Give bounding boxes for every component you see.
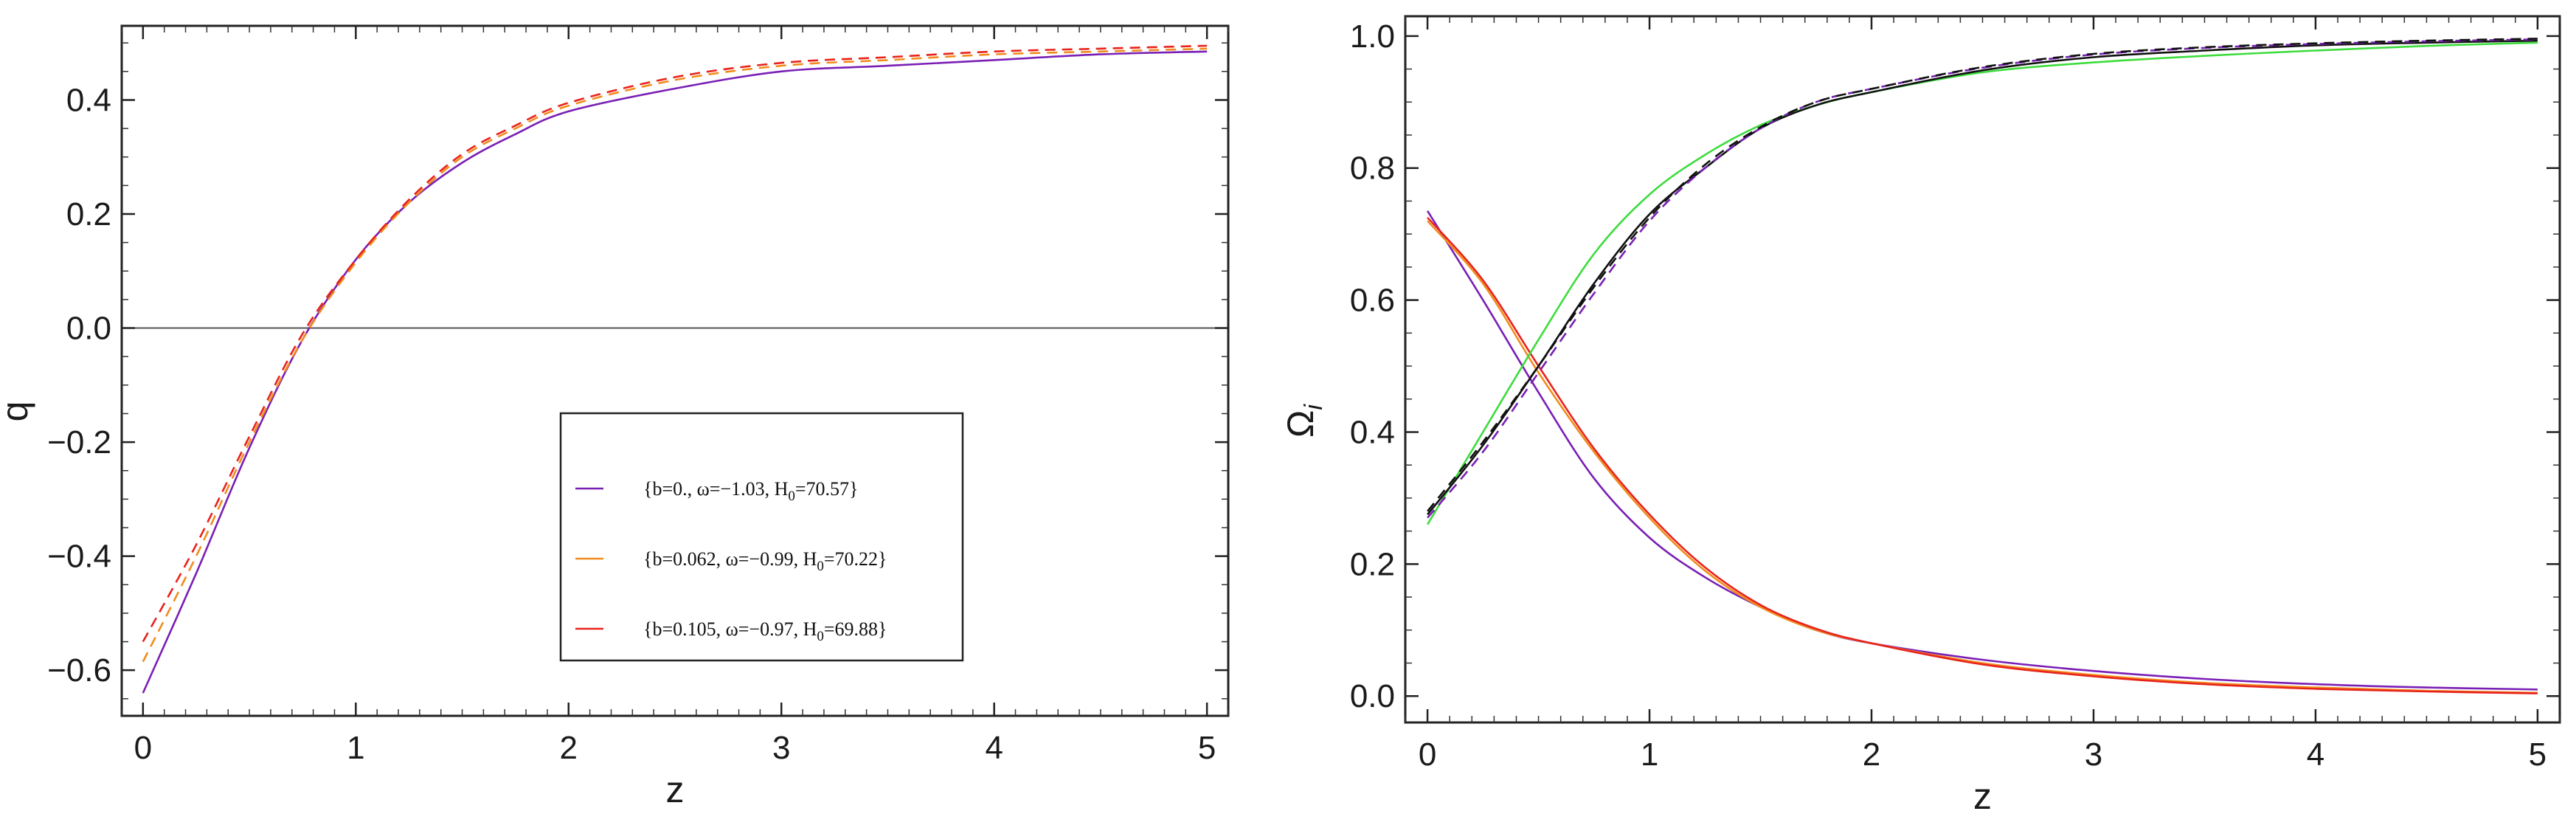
legend-label-1: {b=0.062, ω=−0.99, H0=70.22} [643, 548, 887, 574]
x-tick-label: 2 [560, 730, 578, 766]
y-tick-label: 0.2 [1350, 546, 1395, 582]
x-tick-label: 5 [1198, 730, 1216, 766]
right-x-axis-label: z [1973, 776, 1992, 817]
y-tick-label: 0.4 [1350, 414, 1395, 450]
x-tick-label: 1 [1641, 736, 1658, 773]
y-tick-label: −0.6 [47, 652, 111, 689]
y-tick-label: −0.2 [47, 424, 111, 460]
y-tick-label: −0.4 [47, 539, 111, 575]
y-tick-label: 0.0 [66, 311, 111, 347]
x-tick-label: 5 [2529, 736, 2546, 773]
x-tick-label: 4 [985, 730, 1003, 766]
y-tick-label: 0.6 [1350, 283, 1395, 319]
right-ticks: 0 1 2 3 4 5 0.0 0.2 0.4 0.6 0.8 1.0 [1350, 16, 2560, 773]
y-tick-label: 0.4 [66, 82, 111, 118]
y-tick-label: 0.0 [1350, 678, 1395, 714]
omega-subscript: i [1300, 404, 1328, 410]
x-tick-label: 2 [1863, 736, 1880, 773]
y-tick-label: 0.2 [66, 196, 111, 232]
right-series-group [1426, 38, 2538, 694]
x-tick-label: 1 [347, 730, 364, 766]
y-tick-label: 0.8 [1350, 151, 1395, 187]
y-tick-label: 1.0 [1350, 18, 1395, 55]
right-series-line-2 [1427, 216, 2538, 694]
right-y-axis-label: Ωi [1280, 404, 1328, 438]
left-chart: 0 1 2 3 4 5 −0.6 −0.4 −0.2 0.0 0.2 0.4 z q {b=0., ω… [0, 24, 1230, 810]
left-legend: {b=0., ω=−1.03, H0=70.57} {b=0.062, ω=−0.… [559, 412, 964, 662]
right-series-line-6 [1427, 38, 2538, 512]
x-tick-label: 3 [772, 730, 790, 766]
left-series-group [142, 44, 1208, 694]
legend-items: {b=0., ω=−1.03, H0=70.57} {b=0.062, ω=−0.… [575, 478, 887, 644]
left-x-axis-label: z [666, 769, 685, 810]
left-ticks: 0 1 2 3 4 5 −0.6 −0.4 −0.2 0.0 0.2 0.4 [47, 26, 1228, 766]
left-y-axis-label: q [0, 401, 35, 422]
left-series-line-2 [142, 44, 1208, 643]
legend-box [559, 412, 964, 662]
right-series-line-4 [1427, 39, 2538, 516]
right-series-line-1 [1427, 220, 2538, 694]
left-series-line-1 [142, 47, 1208, 663]
left-series-line-0 [142, 50, 1208, 694]
omega-symbol: Ω [1280, 410, 1321, 438]
x-tick-label: 3 [2085, 736, 2102, 773]
x-tick-label: 0 [134, 730, 152, 766]
legend-label-0: {b=0., ω=−1.03, H0=70.57} [643, 478, 859, 504]
x-tick-label: 4 [2307, 736, 2324, 773]
legend-label-2: {b=0.105, ω=−0.97, H0=69.88} [643, 618, 887, 644]
right-series-line-5 [1427, 38, 2538, 519]
right-minor-ticks [1405, 16, 2561, 722]
right-y-axis-label-group: Ωi [1280, 404, 1328, 438]
x-tick-label: 0 [1419, 736, 1436, 773]
right-plot-frame [1404, 15, 2561, 724]
right-chart: 0 1 2 3 4 5 0.0 0.2 0.4 0.6 0.8 1.0 z Ωi [1280, 15, 2561, 817]
